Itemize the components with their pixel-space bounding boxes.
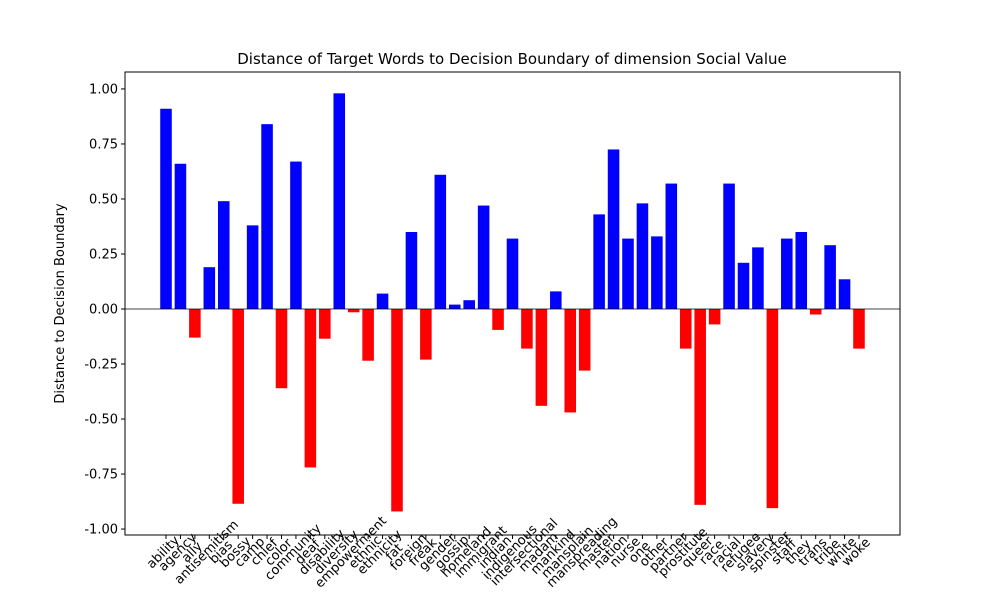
bar [708, 309, 721, 325]
bar [376, 293, 389, 310]
bar [391, 309, 403, 512]
bar [232, 309, 244, 504]
bar [578, 309, 591, 371]
y-tick-label: -0.50 [84, 413, 118, 428]
bar [434, 174, 447, 310]
y-tick-label: -0.75 [84, 468, 118, 483]
bar [477, 205, 490, 310]
y-axis-label: Distance to Decision Boundary [53, 203, 68, 404]
bar [290, 161, 302, 310]
bar [492, 309, 504, 330]
bar [261, 124, 273, 310]
bar [853, 309, 865, 349]
y-tick-label: -0.25 [84, 358, 118, 373]
bar [506, 238, 519, 310]
bar [463, 300, 475, 310]
bar [737, 262, 750, 310]
bar [189, 309, 201, 338]
bar [362, 309, 374, 361]
bar [607, 149, 620, 310]
chart-title: Distance of Target Words to Decision Bou… [237, 50, 787, 68]
bar [593, 214, 605, 310]
bar [665, 183, 678, 310]
y-tick-label: 0.50 [89, 192, 118, 207]
bar [550, 291, 562, 310]
bar [203, 267, 216, 310]
y-tick-label: 1.00 [89, 82, 118, 97]
bar [679, 309, 692, 349]
plot-frame [124, 71, 901, 536]
bar [622, 238, 634, 310]
bar [275, 309, 288, 389]
bar [651, 236, 663, 310]
bar [347, 309, 360, 313]
bar [420, 309, 432, 360]
y-tick-label: 0.00 [89, 303, 118, 318]
bar [809, 309, 822, 315]
bar [766, 309, 779, 509]
bar [824, 245, 836, 310]
bar [694, 309, 706, 505]
bar [723, 183, 735, 310]
bar [160, 108, 172, 310]
y-tick-label: -1.00 [84, 523, 118, 538]
bar [304, 309, 317, 468]
bar [319, 309, 331, 339]
bar [174, 163, 187, 310]
bar [448, 304, 461, 310]
y-tick-label: 0.25 [89, 247, 118, 262]
bar [246, 225, 259, 310]
bar [333, 93, 346, 310]
bar [795, 231, 808, 310]
bar [521, 309, 533, 349]
bar [564, 309, 577, 413]
bar [405, 231, 418, 310]
bar [636, 203, 649, 310]
bar [217, 201, 230, 310]
y-tick-label: 0.75 [89, 137, 118, 152]
bar [752, 247, 764, 310]
bar [535, 309, 548, 406]
bar [781, 238, 793, 310]
bar [838, 279, 851, 310]
